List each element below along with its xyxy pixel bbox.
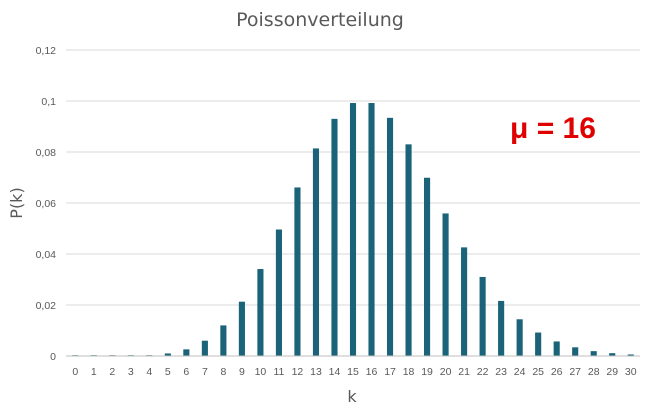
y-tick-label: 0,08 (36, 147, 57, 159)
x-tick-label: 6 (183, 366, 189, 378)
bars (72, 103, 634, 356)
y-axis-ticks: 0 0,02 0,04 0,06 0,08 0,1 0,12 (36, 45, 57, 363)
x-tick-label: 18 (403, 366, 415, 378)
y-tick-label: 0,1 (41, 96, 56, 108)
bar (516, 319, 523, 356)
bar (164, 353, 171, 356)
bar (553, 341, 560, 356)
x-tick-label: 4 (146, 366, 152, 378)
bar (331, 118, 338, 356)
bar (461, 247, 468, 356)
bar (535, 332, 542, 356)
y-tick-label: 0,04 (36, 249, 57, 261)
y-axis-title: P(k) (7, 187, 26, 218)
bar (405, 144, 412, 356)
bar (201, 340, 208, 356)
x-tick-label: 1 (91, 366, 97, 378)
bar (609, 353, 616, 356)
bar (349, 103, 357, 356)
x-axis-title: k (347, 387, 357, 406)
x-tick-label: 21 (458, 366, 470, 378)
mu-annotation: μ = 16 (510, 112, 596, 145)
x-tick-label: 7 (202, 366, 208, 378)
bar (183, 349, 190, 356)
x-tick-label: 13 (310, 366, 322, 378)
x-tick-label: 14 (329, 366, 341, 378)
x-tick-label: 16 (366, 366, 378, 378)
bar (627, 354, 634, 356)
x-tick-label: 28 (588, 366, 600, 378)
x-tick-label: 10 (255, 366, 267, 378)
bar (368, 103, 375, 356)
x-tick-label: 24 (514, 366, 526, 378)
bar (294, 187, 301, 356)
x-tick-label: 25 (532, 366, 544, 378)
x-tick-label: 22 (477, 366, 489, 378)
x-tick-label: 26 (551, 366, 563, 378)
y-tick-label: 0,02 (36, 300, 57, 312)
bar (590, 351, 597, 356)
x-tick-label: 11 (273, 366, 284, 378)
x-tick-label: 9 (239, 366, 245, 378)
bar (498, 300, 505, 356)
x-tick-label: 23 (495, 366, 507, 378)
x-tick-label: 12 (292, 366, 304, 378)
y-tick-label: 0,12 (36, 45, 57, 57)
x-tick-label: 20 (440, 366, 452, 378)
x-tick-label: 19 (421, 366, 433, 378)
bar (312, 148, 320, 356)
bar (238, 301, 245, 356)
bar (275, 229, 282, 356)
x-tick-label: 27 (569, 366, 581, 378)
chart-title: Poissonverteilung (236, 9, 404, 31)
x-tick-label: 0 (72, 366, 78, 378)
x-tick-label: 2 (109, 366, 115, 378)
bar (479, 276, 486, 356)
x-tick-label: 5 (165, 366, 171, 378)
x-tick-label: 30 (625, 366, 637, 378)
y-tick-label: 0 (50, 351, 56, 363)
bar (424, 177, 431, 356)
x-tick-label: 8 (220, 366, 226, 378)
bar (442, 213, 449, 356)
x-axis-ticks: 0 1 2 3 4 5 6 7 8 9 10 11 12 13 14 15 16 17 18 19 20 21 22 23 24… (72, 366, 636, 378)
x-tick-label: 15 (347, 366, 359, 378)
bar (220, 325, 227, 356)
x-tick-label: 17 (384, 366, 396, 378)
y-tick-label: 0,06 (36, 198, 57, 210)
bar (386, 117, 394, 356)
bar (257, 269, 264, 356)
x-tick-label: 29 (606, 366, 618, 378)
x-tick-label: 3 (128, 366, 134, 378)
bar (572, 347, 579, 356)
